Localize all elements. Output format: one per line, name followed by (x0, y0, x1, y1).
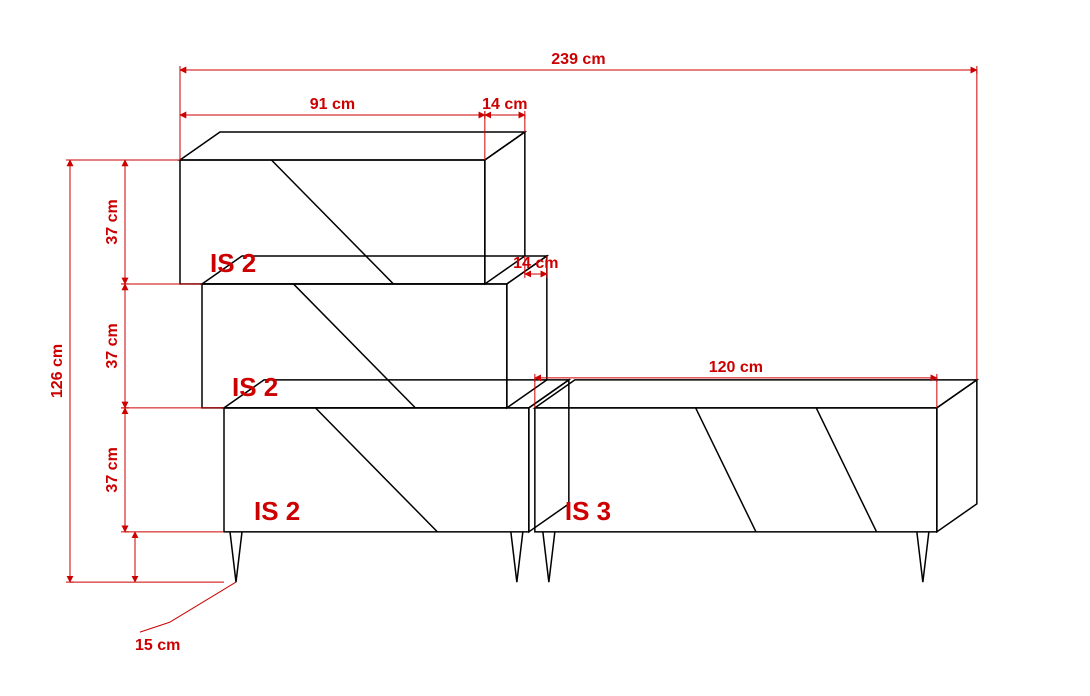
svg-text:37 cm: 37 cm (104, 199, 121, 244)
label-is3: IS 3 (565, 496, 611, 526)
svg-text:37 cm: 37 cm (104, 447, 121, 492)
svg-text:91 cm: 91 cm (310, 96, 355, 113)
svg-text:120 cm: 120 cm (709, 359, 763, 376)
svg-text:37 cm: 37 cm (104, 323, 121, 368)
technical-drawing: 239 cm 91 cm 14 cm 14 cm 120 cm 126 cm 37 cm 37… (0, 0, 1090, 696)
dimension-lines: 239 cm 91 cm 14 cm 14 cm 120 cm 126 cm 37 cm 37… (49, 51, 977, 654)
label-is2-top: IS 2 (210, 248, 256, 278)
part-labels: IS 2 IS 2 IS 2 IS 3 (210, 248, 611, 526)
svg-text:239 cm: 239 cm (551, 51, 605, 68)
svg-text:126 cm: 126 cm (49, 344, 66, 398)
svg-text:14 cm: 14 cm (482, 96, 527, 113)
label-is2-low: IS 2 (254, 496, 300, 526)
svg-text:14 cm: 14 cm (513, 255, 558, 272)
label-is2-mid: IS 2 (232, 372, 278, 402)
svg-text:15 cm: 15 cm (135, 637, 180, 654)
